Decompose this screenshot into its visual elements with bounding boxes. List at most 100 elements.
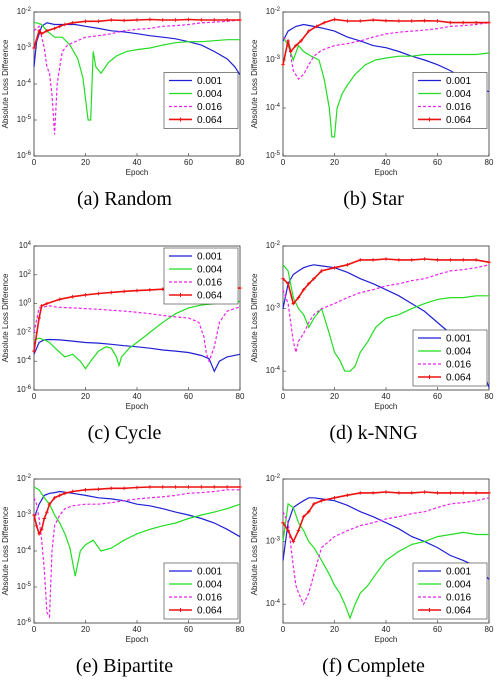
data-point bbox=[306, 509, 311, 514]
y-tick-label: 10-3 bbox=[17, 510, 32, 519]
caption-complete: (f) Complete bbox=[322, 655, 425, 677]
data-point bbox=[122, 18, 126, 23]
chart-cycle: 0 20 40 60 80 10-6 10-4 10-2 100 102 104 Epoch Absol… bbox=[1, 241, 245, 411]
y-tick-label: 10-4 bbox=[266, 599, 281, 608]
data-point bbox=[45, 301, 49, 306]
data-point bbox=[199, 18, 204, 22]
data-point bbox=[332, 17, 337, 22]
data-point bbox=[397, 491, 401, 495]
x-tick-label: 40 bbox=[133, 392, 142, 401]
series-line-0-001 bbox=[33, 22, 241, 76]
data-point bbox=[173, 18, 178, 22]
data-point bbox=[299, 39, 303, 43]
data-point bbox=[371, 258, 375, 262]
data-point bbox=[306, 29, 311, 33]
y-axis-label: Absolute Loss Difference bbox=[1, 39, 10, 128]
data-point bbox=[358, 491, 363, 495]
series-line-0-016 bbox=[33, 489, 240, 619]
data-point bbox=[286, 39, 290, 43]
data-point bbox=[319, 269, 324, 273]
x-tick-label: 0 bbox=[32, 158, 37, 167]
legend-marker bbox=[427, 375, 432, 379]
data-point bbox=[148, 17, 152, 22]
series-line-0-016 bbox=[282, 264, 490, 353]
chart-random: 0 20 40 60 80 10-6 10-5 10-4 10-3 10-2 Epoch Absolu… bbox=[1, 7, 245, 177]
data-point bbox=[301, 514, 306, 519]
x-tick-label: 20 bbox=[330, 625, 339, 634]
legend-label-0-016: 0.016 bbox=[197, 278, 222, 289]
legend-marker bbox=[178, 117, 183, 122]
data-point bbox=[212, 18, 217, 22]
data-point bbox=[63, 491, 67, 496]
panel-cycle: 0 20 40 60 80 10-6 10-4 10-2 100 102 104 Epoch Absol… bbox=[0, 234, 249, 467]
data-point bbox=[286, 281, 290, 286]
legend: 0.001 0.004 0.016 0.064 bbox=[163, 562, 239, 620]
legend-label-0-064: 0.064 bbox=[446, 115, 471, 126]
series-group bbox=[32, 485, 242, 619]
data-point bbox=[291, 539, 296, 544]
data-point bbox=[160, 18, 165, 22]
data-point bbox=[96, 487, 101, 492]
data-point bbox=[52, 26, 57, 31]
legend: 0.001 0.004 0.016 0.064 bbox=[412, 562, 488, 620]
y-tick-label: 10-5 bbox=[17, 115, 32, 124]
data-point bbox=[291, 301, 296, 306]
x-tick-label: 60 bbox=[184, 392, 193, 401]
data-point bbox=[37, 532, 41, 536]
y-axis-label: Absolute Loss Difference bbox=[1, 273, 10, 362]
data-point bbox=[435, 491, 440, 495]
caption-random: (a) Random bbox=[77, 188, 172, 210]
y-tick-label: 10-6 bbox=[17, 151, 32, 160]
data-point bbox=[135, 288, 139, 293]
x-tick-label: 40 bbox=[382, 158, 391, 167]
data-point bbox=[409, 19, 414, 23]
data-point bbox=[83, 488, 88, 492]
legend-label-0-064: 0.064 bbox=[197, 115, 222, 126]
x-axis-label: Epoch bbox=[375, 635, 398, 644]
legend-label-0-001: 0.001 bbox=[197, 76, 222, 87]
series-line-0-016 bbox=[282, 497, 490, 606]
data-point bbox=[225, 485, 229, 489]
legend-label-0-064: 0.064 bbox=[446, 606, 471, 617]
data-point bbox=[474, 491, 478, 495]
data-point bbox=[63, 22, 67, 27]
x-tick-label: 60 bbox=[433, 625, 442, 634]
x-tick-label: 20 bbox=[81, 158, 90, 167]
data-point bbox=[296, 528, 301, 533]
chart-bipartite: 0 20 40 60 80 10-6 10-5 10-4 10-3 10-2 Epoch Absolu… bbox=[1, 474, 245, 644]
panel-knng: 0 20 40 60 80 10-4 10-3 10-2 Epoch Absolute Loss … bbox=[249, 234, 498, 467]
data-point bbox=[96, 291, 101, 296]
y-tick-label: 10-2 bbox=[266, 241, 281, 250]
data-point bbox=[358, 19, 363, 23]
panel-complete: 0 20 40 60 80 10-4 10-3 10-2 Epoch Absolute Loss … bbox=[249, 467, 498, 700]
series-line-0-004 bbox=[282, 264, 489, 372]
data-point bbox=[57, 24, 62, 29]
y-tick-label: 10-2 bbox=[17, 327, 32, 336]
series-line-0-004 bbox=[33, 486, 241, 577]
x-axis-label: Epoch bbox=[126, 168, 149, 177]
data-point bbox=[96, 19, 101, 24]
data-point bbox=[238, 18, 242, 22]
panel-random: 0 20 40 60 80 10-6 10-5 10-4 10-3 10-2 Epoch Absolu… bbox=[0, 0, 249, 233]
data-point bbox=[487, 260, 491, 265]
y-tick-label: 10-2 bbox=[266, 7, 281, 16]
series-group bbox=[32, 17, 242, 135]
data-point bbox=[397, 258, 401, 262]
series-line-0-016 bbox=[33, 19, 241, 135]
y-tick-label: 10-3 bbox=[266, 55, 281, 64]
y-tick-label: 10-4 bbox=[266, 366, 281, 375]
legend-marker bbox=[427, 117, 432, 122]
y-tick-label: 10-5 bbox=[266, 151, 281, 160]
data-point bbox=[384, 18, 388, 23]
legend-label-0-001: 0.001 bbox=[446, 567, 471, 578]
x-tick-label: 40 bbox=[382, 392, 391, 401]
data-point bbox=[487, 491, 491, 495]
data-point bbox=[435, 258, 440, 262]
caption-bipartite: (e) Bipartite bbox=[75, 655, 174, 677]
data-point bbox=[281, 62, 285, 67]
x-tick-label: 0 bbox=[281, 625, 286, 634]
y-tick-label: 102 bbox=[19, 270, 32, 279]
legend-label-0-004: 0.004 bbox=[197, 580, 222, 591]
series-line-0-001 bbox=[282, 23, 490, 93]
series-group bbox=[281, 17, 491, 138]
